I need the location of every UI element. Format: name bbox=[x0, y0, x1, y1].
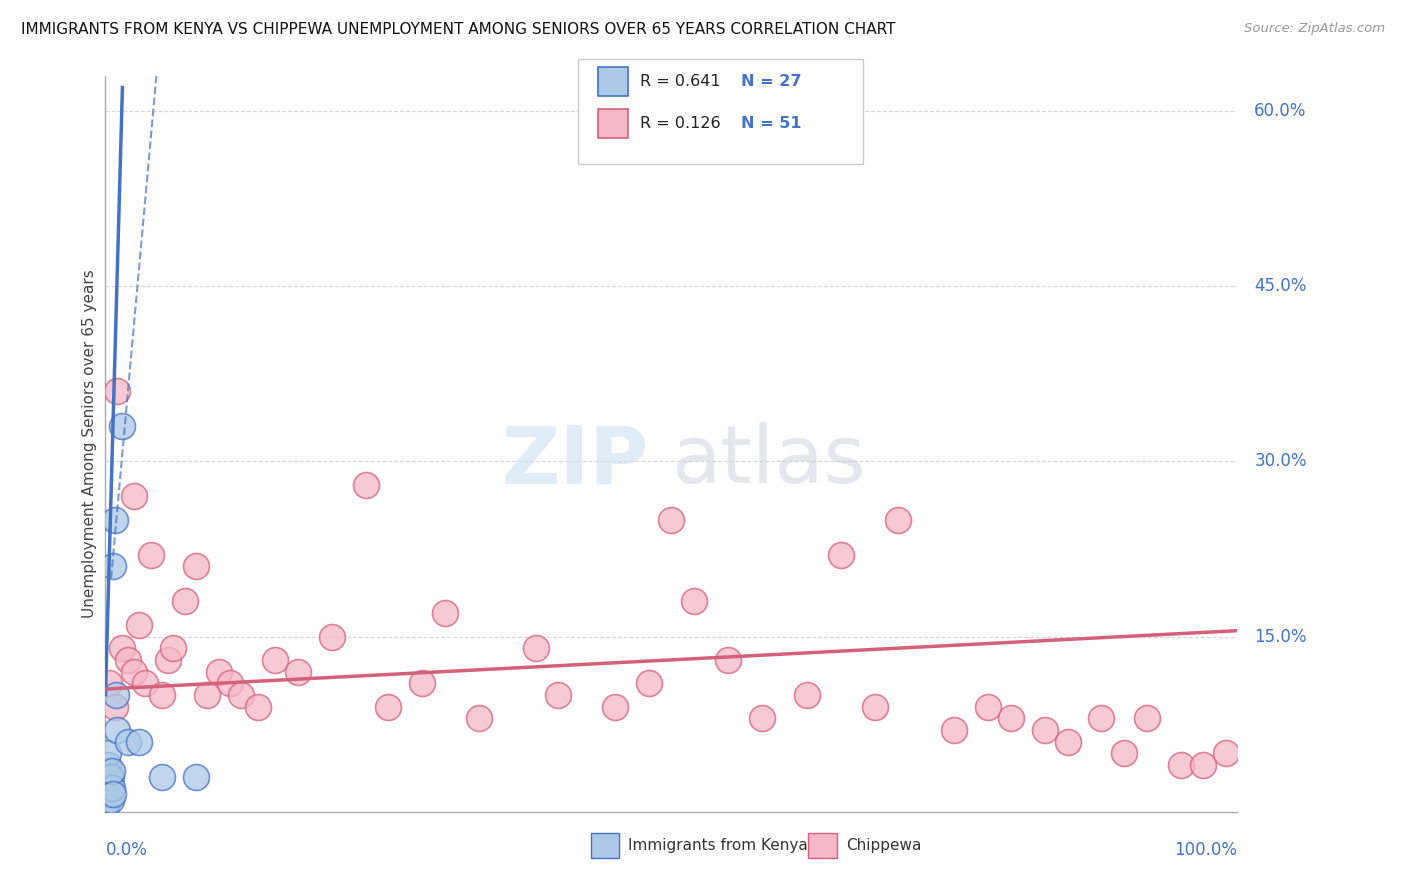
Point bbox=[100, 770, 122, 784]
Point bbox=[105, 384, 128, 399]
Point bbox=[377, 699, 399, 714]
Point bbox=[1170, 758, 1192, 772]
Point bbox=[1033, 723, 1056, 737]
Text: Source: ZipAtlas.com: Source: ZipAtlas.com bbox=[1244, 22, 1385, 36]
Point bbox=[111, 641, 134, 656]
Text: 45.0%: 45.0% bbox=[1254, 277, 1306, 295]
Point bbox=[128, 617, 150, 632]
Point bbox=[208, 665, 231, 679]
Point bbox=[943, 723, 966, 737]
Point bbox=[156, 653, 179, 667]
Point bbox=[97, 770, 120, 784]
Point bbox=[96, 764, 118, 778]
Point bbox=[231, 688, 253, 702]
Text: ZIP: ZIP bbox=[502, 422, 648, 500]
Point bbox=[96, 781, 118, 796]
Point bbox=[117, 734, 139, 748]
Point bbox=[468, 711, 491, 725]
Point bbox=[751, 711, 773, 725]
Point bbox=[134, 676, 156, 690]
Text: atlas: atlas bbox=[672, 422, 866, 500]
Point bbox=[1136, 711, 1159, 725]
Point bbox=[796, 688, 818, 702]
Point bbox=[97, 775, 120, 789]
Point bbox=[1090, 711, 1112, 725]
Point bbox=[97, 758, 120, 772]
Text: 0.0%: 0.0% bbox=[105, 841, 148, 859]
Text: 100.0%: 100.0% bbox=[1174, 841, 1237, 859]
Point bbox=[717, 653, 740, 667]
Text: R = 0.641: R = 0.641 bbox=[640, 74, 720, 89]
Point bbox=[863, 699, 886, 714]
Text: N = 51: N = 51 bbox=[741, 116, 801, 131]
Point bbox=[1000, 711, 1022, 725]
Point bbox=[105, 723, 128, 737]
Point bbox=[661, 513, 683, 527]
Point bbox=[1056, 734, 1078, 748]
Point bbox=[150, 770, 173, 784]
Text: R = 0.126: R = 0.126 bbox=[640, 116, 720, 131]
Point bbox=[103, 699, 125, 714]
Y-axis label: Unemployment Among Seniors over 65 years: Unemployment Among Seniors over 65 years bbox=[82, 269, 97, 618]
Text: 30.0%: 30.0% bbox=[1254, 452, 1306, 470]
Point bbox=[977, 699, 1000, 714]
Point bbox=[354, 477, 377, 491]
Point bbox=[184, 559, 207, 574]
Point bbox=[97, 793, 120, 807]
Point bbox=[547, 688, 569, 702]
Point bbox=[117, 653, 139, 667]
Point bbox=[1215, 747, 1237, 761]
Point bbox=[887, 513, 910, 527]
Point bbox=[184, 770, 207, 784]
Point bbox=[524, 641, 547, 656]
Point bbox=[100, 781, 122, 796]
Text: IMMIGRANTS FROM KENYA VS CHIPPEWA UNEMPLOYMENT AMONG SENIORS OVER 65 YEARS CORRE: IMMIGRANTS FROM KENYA VS CHIPPEWA UNEMPL… bbox=[21, 22, 896, 37]
Point bbox=[98, 781, 121, 796]
Point bbox=[98, 787, 121, 801]
Point bbox=[247, 699, 270, 714]
Text: 60.0%: 60.0% bbox=[1254, 102, 1306, 120]
Point bbox=[122, 489, 145, 503]
Point bbox=[101, 764, 124, 778]
Point bbox=[603, 699, 626, 714]
Point bbox=[94, 793, 117, 807]
Point bbox=[103, 559, 125, 574]
Point bbox=[264, 653, 287, 667]
Point bbox=[173, 594, 195, 608]
Point bbox=[830, 548, 852, 562]
Point bbox=[97, 747, 120, 761]
Point bbox=[100, 793, 122, 807]
Point bbox=[103, 513, 125, 527]
Point bbox=[219, 676, 242, 690]
Point bbox=[101, 787, 124, 801]
Point bbox=[162, 641, 184, 656]
Point bbox=[96, 798, 118, 813]
Point bbox=[195, 688, 218, 702]
Point bbox=[411, 676, 433, 690]
Point bbox=[139, 548, 162, 562]
Point bbox=[97, 676, 120, 690]
Point bbox=[1114, 747, 1136, 761]
Point bbox=[122, 665, 145, 679]
Point bbox=[104, 688, 127, 702]
Text: 15.0%: 15.0% bbox=[1254, 627, 1306, 646]
Point bbox=[150, 688, 173, 702]
Point bbox=[287, 665, 309, 679]
Text: Immigrants from Kenya: Immigrants from Kenya bbox=[628, 838, 808, 853]
Point bbox=[1192, 758, 1215, 772]
Text: N = 27: N = 27 bbox=[741, 74, 801, 89]
Text: Chippewa: Chippewa bbox=[846, 838, 922, 853]
Point bbox=[111, 419, 134, 434]
Point bbox=[637, 676, 659, 690]
Point bbox=[128, 734, 150, 748]
Point bbox=[321, 630, 343, 644]
Point bbox=[96, 787, 118, 801]
Point bbox=[433, 606, 456, 620]
Point bbox=[683, 594, 706, 608]
Point bbox=[96, 781, 118, 796]
